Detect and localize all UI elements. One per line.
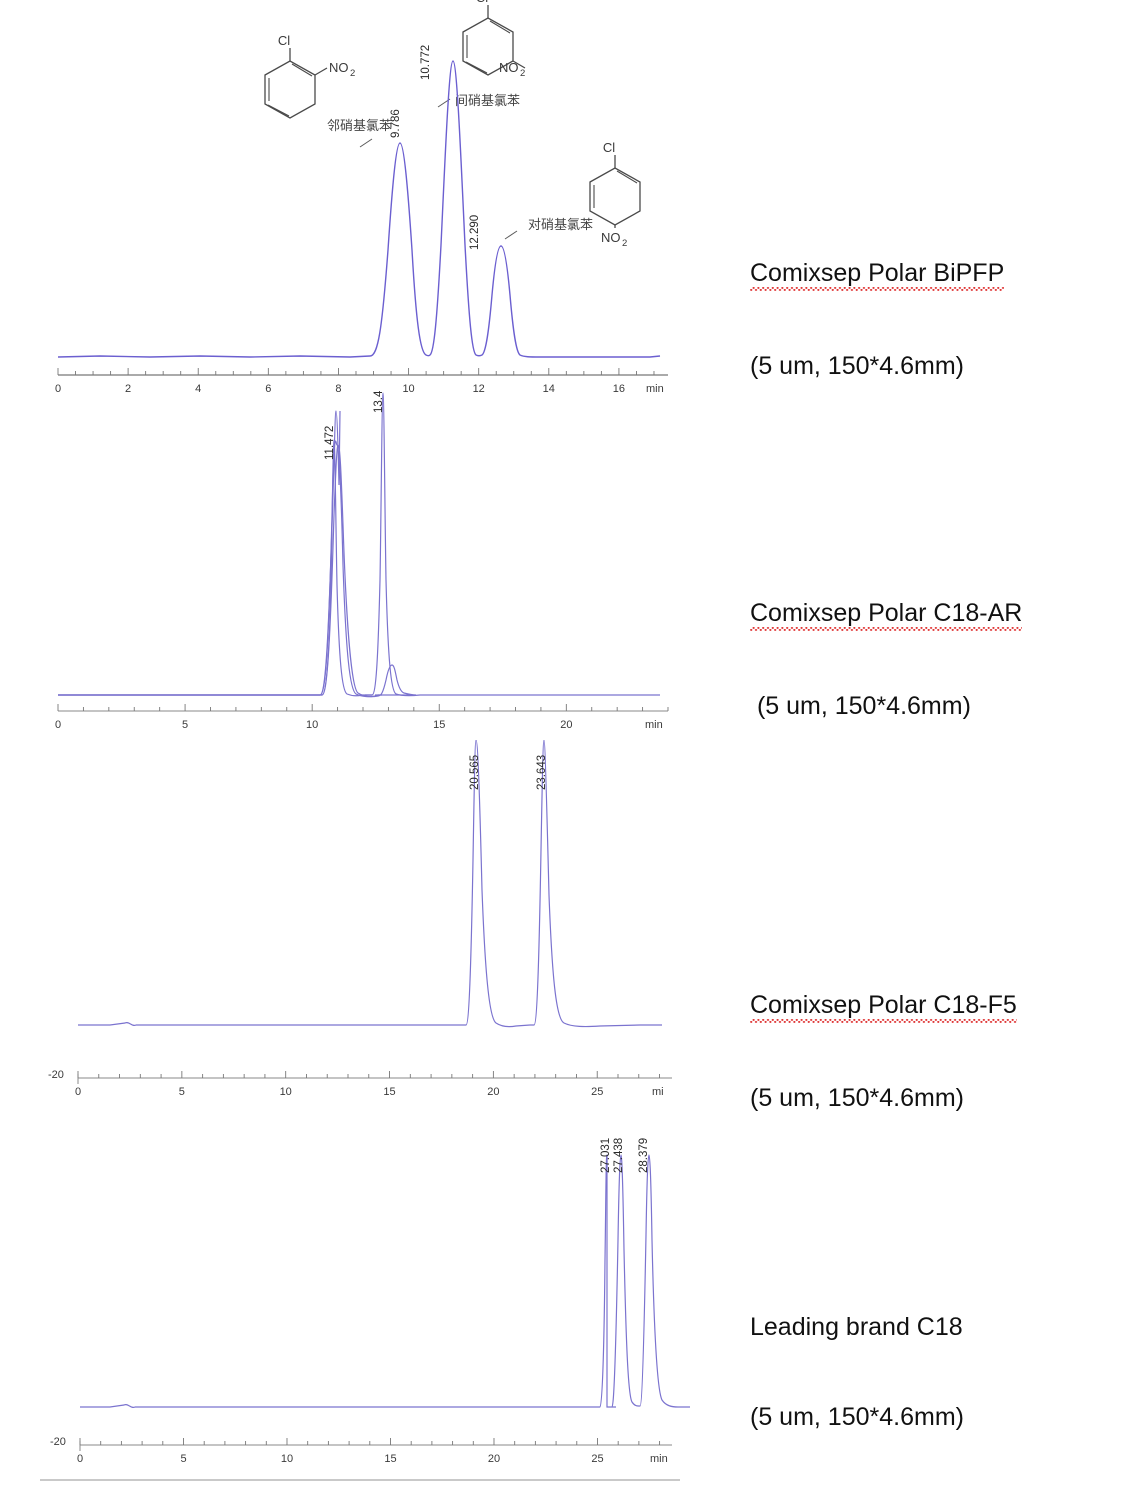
side-label-line2: (5 um, 150*4.6mm) (750, 352, 964, 380)
x-axis-tick-label: 15 (433, 719, 445, 731)
peak-label-group-leading-c18: 27.031 27.438 28.379 (600, 1138, 650, 1173)
side-label-bipfp: Comixsep Polar BiPFP (5 um, 150*4.6mm) (750, 198, 1005, 411)
x-axis-tick-label: 15 (384, 1453, 396, 1465)
x-axis-tick-label: 20 (487, 1086, 499, 1098)
annotation-para-label: 对硝基氯苯 (528, 218, 593, 233)
structure-meta-no2-label: NO (499, 60, 519, 75)
x-axis-tick-label: 10 (281, 1453, 293, 1465)
chromatogram-panel-c18ar: 11.472 13.4 0 5 10 15 20 min (0, 385, 700, 735)
structure-para-cl-label: Cl (603, 140, 615, 155)
x-axis-tick-label: 16 (613, 383, 625, 395)
x-axis-tick-label: 15 (383, 1086, 395, 1098)
x-axis-tick-label: 14 (543, 383, 555, 395)
side-label-c18f5: Comixsep Polar C18-F5 (5 um, 150*4.6mm) (750, 930, 1017, 1143)
side-label-line1: Comixsep Polar BiPFP (750, 258, 1005, 291)
side-label-line1: Comixsep Polar C18-F5 (750, 990, 1017, 1023)
x-axis-tick-label: 20 (488, 1453, 500, 1465)
x-axis-unit: mi (652, 1086, 664, 1098)
peak-label: 20.565 (469, 755, 481, 790)
x-axis-tick-label: 25 (591, 1086, 603, 1098)
x-axis-tick-label: 5 (180, 1453, 186, 1465)
side-label-c18ar: Comixsep Polar C18-AR (5 um, 150*4.6mm) (750, 538, 1023, 751)
x-axis-bipfp: 0 2 4 6 8 10 12 14 16 min (55, 368, 668, 395)
structure-ortho-cl-label: Cl (278, 33, 290, 48)
x-axis-tick-label: 4 (195, 383, 201, 395)
x-axis-leading-c18: -20 0 5 10 15 20 25 min (40, 1436, 680, 1481)
x-axis-tick-label: 12 (473, 383, 485, 395)
trace-leading-c18 (80, 1154, 690, 1409)
structure-meta-cl-label: Cl (476, 0, 488, 5)
trace-c18f5 (78, 740, 662, 1028)
peak-label: 12.290 (469, 215, 481, 250)
x-axis-c18ar: 0 5 10 15 20 min (55, 704, 669, 731)
structure-para-no2-label: NO (601, 230, 621, 245)
x-axis-tick-label: 10 (306, 719, 318, 731)
x-axis-tick-label: 5 (182, 719, 188, 731)
structure-ortho-no2-subscript: 2 (350, 68, 355, 79)
x-axis-tick-label: 5 (179, 1086, 185, 1098)
y-axis-label: -20 (48, 1069, 64, 1081)
side-label-line1: Leading brand C18 (750, 1313, 963, 1341)
peak-label: 9.786 (390, 109, 402, 138)
x-axis-tick-label: 0 (55, 719, 61, 731)
structure-ortho-nitrochlorobenzene: Cl NO 2 (264, 33, 355, 119)
side-label-line2: (5 um, 150*4.6mm) (750, 1403, 964, 1431)
peak-label: 27.438 (613, 1138, 625, 1173)
peak-label: 10.772 (420, 45, 432, 80)
x-axis-unit: min (645, 719, 663, 731)
annotation-meta-label: 间硝基氯苯 (455, 94, 520, 109)
x-axis-tick-label: 8 (335, 383, 341, 395)
structure-meta-no2-subscript: 2 (520, 68, 525, 79)
side-label-leading-c18: Leading brand C18 (5 um, 150*4.6mm) (750, 1252, 964, 1462)
peak-label-group-bipfp: 9.786 10.772 12.290 (390, 45, 481, 250)
x-axis-tick-label: 6 (265, 383, 271, 395)
peak-label: 11.472 (324, 426, 336, 460)
x-axis-tick-label: 2 (125, 383, 131, 395)
side-label-line2: (5 um, 150*4.6mm) (750, 1084, 964, 1112)
trace-bipfp (57, 60, 661, 358)
chromatogram-leading-c18: 27.031 27.438 28.379 -20 0 5 10 15 20 25 min (40, 1138, 690, 1481)
structure-para-nitrochlorobenzene: Cl NO 2 (589, 140, 641, 249)
x-axis-tick-label: 20 (560, 719, 572, 731)
x-axis-tick-label: 0 (75, 1086, 81, 1098)
structure-ortho-no2-label: NO (329, 60, 349, 75)
x-axis-tick-label: 0 (77, 1453, 83, 1465)
y-axis-label: -20 (50, 1436, 66, 1448)
peak-label-group-c18ar: 11.472 13.4 (324, 390, 385, 460)
x-axis-tick-label: 25 (591, 1453, 603, 1465)
x-axis-unit: min (650, 1453, 668, 1465)
peak-label: 27.031 (600, 1138, 612, 1173)
chromatogram-c18f5: 20.565 23.643 -20 0 5 10 15 20 25 mi (48, 740, 672, 1098)
chromatogram-panel-bipfp: Cl NO 2 Cl NO 2 Cl NO 2 (0, 0, 700, 400)
peak-label-group-c18f5: 20.565 23.643 (469, 755, 548, 790)
peak-label: 23.643 (536, 755, 548, 790)
trace-c18ar (58, 392, 660, 698)
x-axis-tick-label: 10 (402, 383, 414, 395)
chromatogram-panel-c18f5: 20.565 23.643 -20 0 5 10 15 20 25 mi (0, 740, 700, 1105)
structure-para-no2-subscript: 2 (622, 238, 627, 249)
annotation-ortho-label: 邻硝基氯苯 (327, 119, 392, 134)
structure-meta-nitrochlorobenzene: Cl NO 2 (462, 0, 526, 79)
x-axis-c18f5: -20 0 5 10 15 20 25 mi (48, 1069, 672, 1098)
side-label-line2: (5 um, 150*4.6mm) (750, 692, 971, 720)
x-axis-tick-label: 10 (280, 1086, 292, 1098)
peak-label: 13.4 (373, 390, 385, 413)
x-axis-unit: min (646, 383, 664, 395)
chromatogram-panel-leading-c18: 27.031 27.438 28.379 -20 0 5 10 15 20 25 min (0, 1110, 700, 1494)
x-axis-tick-label: 0 (55, 383, 61, 395)
chromatogram-bipfp: Cl NO 2 Cl NO 2 Cl NO 2 (55, 0, 668, 395)
peak-label: 28.379 (638, 1138, 650, 1173)
chromatogram-c18ar: 11.472 13.4 0 5 10 15 20 min (55, 390, 669, 731)
side-label-line1: Comixsep Polar C18-AR (750, 598, 1023, 631)
